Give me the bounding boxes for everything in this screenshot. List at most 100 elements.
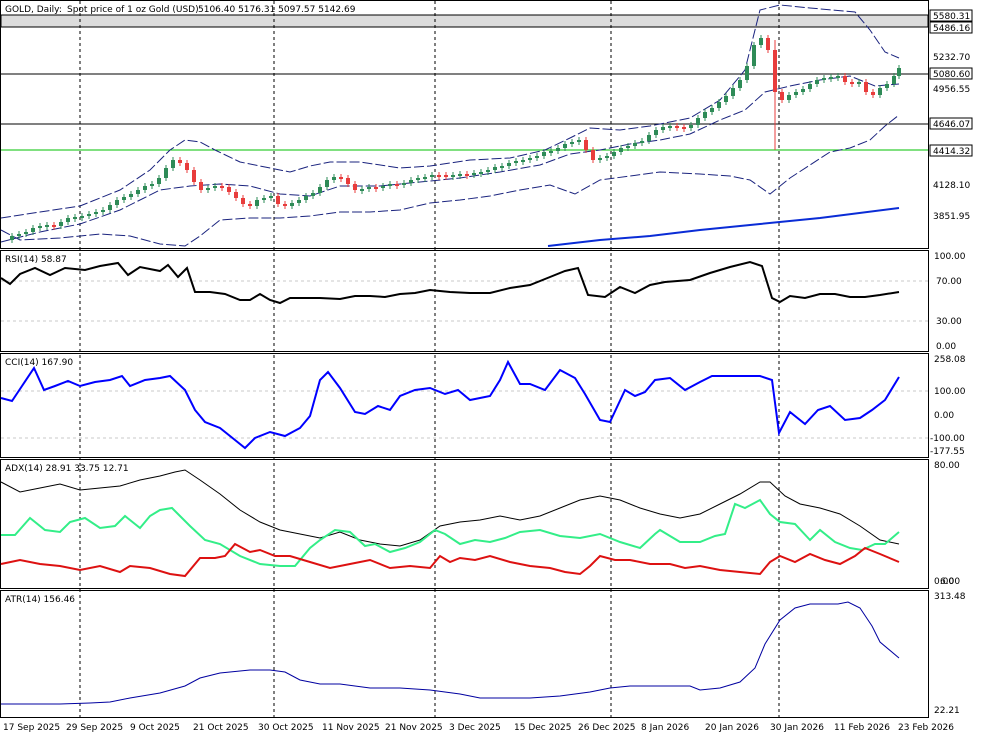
time-label: 9 Oct 2025 [130,723,180,733]
candle-body [493,167,497,170]
candle-body [668,126,672,128]
candle-body [94,212,98,214]
time-label: 21 Oct 2025 [193,723,249,733]
candle-body [199,182,203,190]
candle-body [682,127,686,129]
lower-band [0,114,900,247]
time-label: 26 Dec 2025 [578,723,636,733]
candle-body [430,175,434,177]
candle-body [703,112,707,118]
candlesticks[interactable] [10,35,901,243]
candle-body [892,76,896,84]
cci-pane[interactable] [0,353,929,458]
rsi-pane[interactable] [0,250,929,352]
upper-band [0,4,900,219]
candle-body [290,203,294,206]
candle-body [507,163,511,166]
candle-body [787,95,791,100]
candle-body [822,78,826,80]
candle-body [213,186,217,188]
cci-level-label: 0.00 [934,411,954,421]
candle-body [675,126,679,128]
candle-body [31,228,35,232]
adx-plus-di-series [1,498,900,567]
candle-body [619,148,623,152]
price-label: 4646.07 [933,120,970,130]
candle-body [766,38,770,50]
resistance-zone[interactable] [0,14,929,28]
candle-body [598,158,602,160]
candle-body [724,96,728,102]
atr-line [1,601,900,705]
candle-body [857,82,861,84]
candle-body [836,76,840,78]
atr-pane[interactable] [0,590,929,718]
candle-body [458,174,462,176]
candle-body [647,135,651,141]
candle-body [297,200,301,203]
candle-body [66,218,70,222]
rsi-level-label: 100.00 [934,252,966,262]
candle-body [24,232,28,234]
candle-body [318,187,322,193]
candle-body [542,152,546,156]
atr-level-label: 313.48 [934,592,966,602]
price-label-box [929,67,973,80]
candle-body [136,190,140,194]
time-label: 11 Nov 2025 [322,723,380,733]
candle-body [248,204,252,206]
candle-body [171,160,175,168]
atr-title: ATR(14) 156.46 [5,595,75,605]
candle-body [808,84,812,89]
price-label-box [929,144,973,157]
adx-main-series [0,469,900,547]
price-label: 4956.55 [933,85,970,95]
atr-series [1,601,900,705]
vertical-gridlines [79,1,780,717]
candle-body [87,214,91,216]
candle-body [367,187,371,189]
price-label-box [929,117,973,130]
cci-line [0,359,900,450]
candle-body [17,234,21,236]
candle-body [276,196,280,204]
time-label: 21 Nov 2025 [385,723,443,733]
candle-body [843,76,847,82]
candle-body [717,102,721,108]
rsi-level-label: 70.00 [936,277,962,287]
adx-pane[interactable] [0,459,929,589]
adx-title: ADX(14) 28.91 33.75 12.71 [5,464,129,474]
candle-body [227,187,231,192]
candle-body [654,130,658,135]
candle-body [143,186,147,190]
candle-body [696,118,700,125]
candle-body [584,140,588,150]
candle-body [332,177,336,180]
time-label: 30 Jan 2026 [770,723,824,733]
candle-body [164,168,168,178]
candle-body [738,80,742,88]
candle-body [661,127,665,130]
candle-body [115,200,119,205]
candle-body [633,143,637,146]
candle-body [255,200,259,206]
candle-body [689,125,693,128]
cci-level-label: 258.08 [934,355,966,365]
price-label: 5486.16 [933,24,970,34]
price-label: 5080.60 [933,70,970,80]
adx-minus-di-series [0,542,900,578]
adx-level-label: 0.00 [934,577,954,587]
candle-body [612,152,616,156]
candle-body [850,82,854,84]
cci-level-label: -100.00 [930,434,965,444]
candle-body [45,225,49,227]
candle-body [878,88,882,95]
candle-body [479,172,483,174]
candle-body [262,198,266,200]
long-moving-average [547,207,900,247]
candle-body [220,186,224,188]
atr-level-label: 22.21 [934,706,960,716]
candle-body [801,89,805,92]
time-label: 20 Jan 2026 [705,723,759,733]
